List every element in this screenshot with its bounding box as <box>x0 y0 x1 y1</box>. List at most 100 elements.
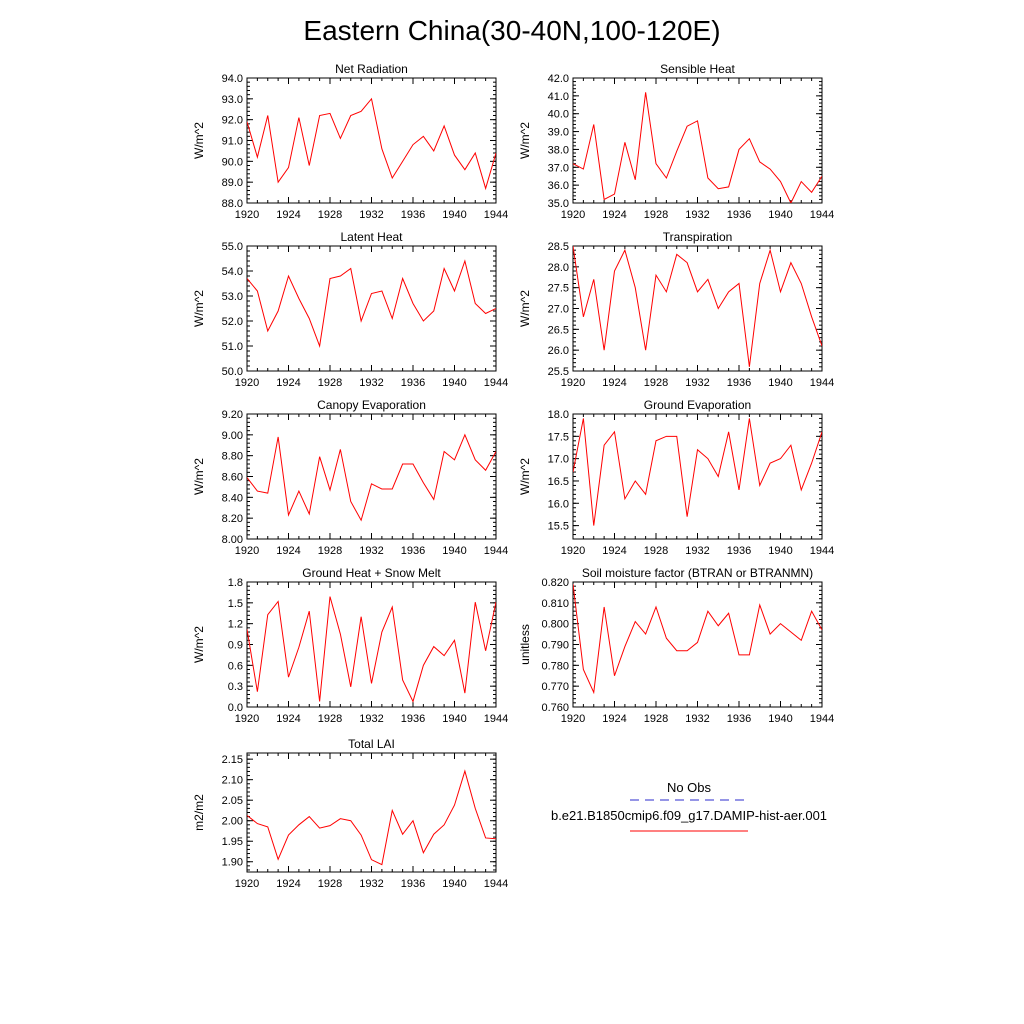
y-tick-label: 51.0 <box>222 341 243 353</box>
y-tick-label: 2.05 <box>222 795 243 807</box>
y-axis-label: W/m^2 <box>192 290 206 327</box>
x-tick-label: 1944 <box>484 878 508 890</box>
y-tick-label: 0.810 <box>541 598 569 610</box>
chart-panel-4: 1920 1924 1928 1932 1936 1940 1944 25.5 26.0 26.5… <box>518 230 834 389</box>
x-tick-label: 1924 <box>602 209 626 221</box>
y-tick-label: 0.770 <box>541 681 569 693</box>
y-axis-label: m2/m2 <box>192 794 206 831</box>
x-tick-label: 1932 <box>685 377 709 389</box>
chart-panel-8: 1920 1924 1928 1932 1936 1940 1944 0.760 0.770 0.… <box>518 566 834 725</box>
y-tick-label: 0.0 <box>228 702 243 714</box>
figure-title: Eastern China(30-40N,100-120E) <box>303 15 720 46</box>
series-line-1 <box>247 97 496 191</box>
plot-frame <box>246 77 497 204</box>
y-tick-label: 27.0 <box>548 304 569 316</box>
y-tick-label: 8.60 <box>222 472 243 484</box>
x-tick-label: 1920 <box>235 545 259 557</box>
y-tick-label: 92.0 <box>222 115 243 127</box>
y-tick-label: 16.5 <box>548 476 569 488</box>
plot-frame <box>246 752 497 873</box>
plot-frame <box>572 77 823 204</box>
chart-panel-3: 1920 1924 1928 1932 1936 1940 1944 50.0 51.0 52.0… <box>192 230 508 389</box>
y-tick-label: 28.5 <box>548 241 569 253</box>
x-tick-label: 1944 <box>810 545 834 557</box>
series-line-1 <box>573 418 822 526</box>
x-tick-label: 1924 <box>276 377 300 389</box>
series-line-1 <box>247 769 496 866</box>
x-tick-label: 1920 <box>235 377 259 389</box>
x-tick-label: 1932 <box>685 209 709 221</box>
panel-title: Ground Evaporation <box>644 398 751 412</box>
y-tick-label: 54.0 <box>222 266 243 278</box>
y-tick-label: 37.0 <box>548 162 569 174</box>
plot-frame <box>572 581 823 708</box>
x-tick-label: 1936 <box>727 713 751 725</box>
x-tick-label: 1936 <box>727 209 751 221</box>
x-tick-label: 1920 <box>561 209 585 221</box>
y-tick-label: 0.760 <box>541 702 569 714</box>
y-tick-label: 25.5 <box>548 366 569 378</box>
x-tick-label: 1940 <box>442 377 466 389</box>
x-tick-label: 1936 <box>727 377 751 389</box>
x-tick-label: 1944 <box>484 209 508 221</box>
x-tick-label: 1924 <box>602 713 626 725</box>
panel-title: Total LAI <box>348 737 395 751</box>
series-line-1 <box>247 596 496 703</box>
y-tick-label: 90.0 <box>222 156 243 168</box>
y-tick-label: 1.2 <box>228 619 243 631</box>
y-tick-label: 17.5 <box>548 431 569 443</box>
legend-label-model: b.e21.B1850cmip6.f09_g17.DAMIP-hist-aer.… <box>551 808 827 823</box>
x-tick-label: 1928 <box>644 545 668 557</box>
panel-title: Ground Heat + Snow Melt <box>302 566 441 580</box>
x-tick-label: 1928 <box>318 545 342 557</box>
x-tick-label: 1932 <box>359 377 383 389</box>
x-tick-label: 1936 <box>727 545 751 557</box>
y-tick-label: 89.0 <box>222 177 243 189</box>
x-tick-label: 1944 <box>810 209 834 221</box>
y-axis-label: W/m^2 <box>518 458 532 495</box>
y-tick-label: 53.0 <box>222 291 243 303</box>
y-tick-label: 94.0 <box>222 73 243 85</box>
y-tick-label: 0.800 <box>541 619 569 631</box>
x-tick-label: 1932 <box>359 545 383 557</box>
y-tick-label: 0.820 <box>541 577 569 589</box>
y-axis-label: W/m^2 <box>518 290 532 327</box>
panel-title: Sensible Heat <box>660 62 735 76</box>
y-axis-label: W/m^2 <box>518 122 532 159</box>
y-axis-label: W/m^2 <box>192 458 206 495</box>
x-tick-label: 1924 <box>602 545 626 557</box>
y-axis-label: unitless <box>518 624 532 665</box>
panels: 1920 1924 1928 1932 1936 1940 1944 88.0 89.0 90.0… <box>192 62 834 890</box>
y-tick-label: 0.780 <box>541 660 569 672</box>
y-tick-label: 52.0 <box>222 316 243 328</box>
y-tick-label: 35.0 <box>548 198 569 210</box>
chart-panel-9: 1920 1924 1928 1932 1936 1940 1944 1.90 1.95 2.00… <box>192 737 508 890</box>
y-tick-label: 50.0 <box>222 366 243 378</box>
y-tick-label: 2.00 <box>222 816 243 828</box>
chart-panel-5: 1920 1924 1928 1932 1936 1940 1944 8.00 8.20 8.40… <box>192 398 508 557</box>
x-tick-label: 1928 <box>318 713 342 725</box>
chart-panel-1: 1920 1924 1928 1932 1936 1940 1944 88.0 89.0 90.0… <box>192 62 508 221</box>
plot-frame <box>246 413 497 540</box>
x-tick-label: 1940 <box>442 209 466 221</box>
y-tick-label: 9.00 <box>222 430 243 442</box>
x-tick-label: 1940 <box>768 209 792 221</box>
x-tick-label: 1940 <box>442 545 466 557</box>
x-tick-label: 1940 <box>442 713 466 725</box>
x-tick-label: 1920 <box>235 713 259 725</box>
x-tick-label: 1920 <box>561 377 585 389</box>
plot-frame <box>572 413 823 540</box>
x-tick-label: 1940 <box>768 713 792 725</box>
y-tick-label: 1.8 <box>228 577 243 589</box>
y-tick-label: 26.5 <box>548 324 569 336</box>
x-tick-label: 1920 <box>235 209 259 221</box>
y-tick-label: 28.0 <box>548 262 569 274</box>
y-axis-label: W/m^2 <box>192 626 206 663</box>
x-tick-label: 1936 <box>401 209 425 221</box>
x-tick-label: 1940 <box>768 545 792 557</box>
panel-title: Net Radiation <box>335 62 408 76</box>
legend-label-obs: No Obs <box>667 780 712 795</box>
y-tick-label: 8.40 <box>222 492 243 504</box>
x-tick-label: 1928 <box>318 878 342 890</box>
